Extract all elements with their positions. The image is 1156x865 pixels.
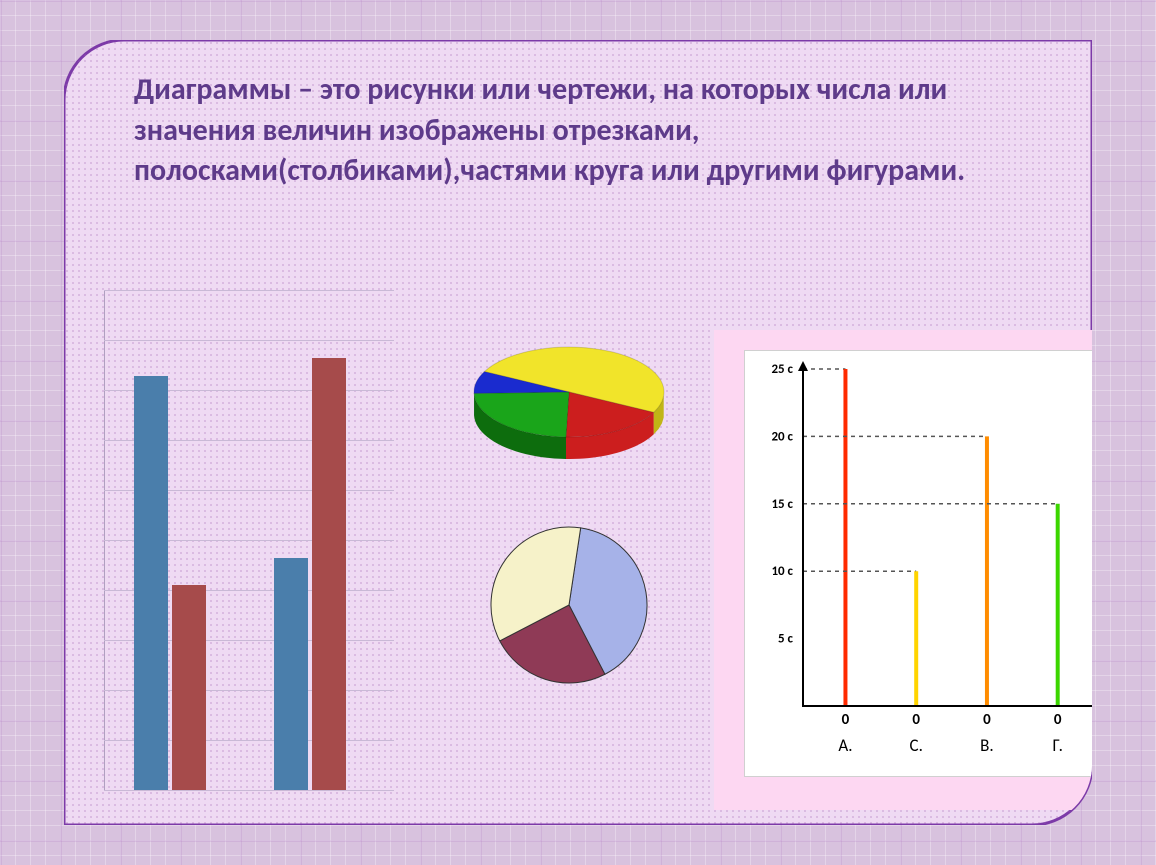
bar-chart-gridline (104, 290, 394, 291)
line-chart-ytick-label: 15 с (771, 497, 793, 512)
bar-chart-gridline (104, 790, 394, 791)
line-chart-panel: 5 с 10 с 15 с 20 с 25 с 0 А. 0 С. 0 В. 0 Г. (714, 330, 1134, 810)
line-chart-x-label: Г. (1053, 735, 1063, 756)
line-chart-x-label: С. (910, 735, 923, 756)
bar (134, 376, 168, 790)
bar (274, 558, 308, 790)
line-chart-axes (803, 365, 1100, 706)
pie-3d-chart (464, 340, 674, 470)
line-chart-zero-marker: 0 (983, 711, 991, 729)
bar-chart (104, 290, 434, 810)
pie-flat-chart (484, 520, 654, 690)
line-chart-x-label: А. (838, 735, 852, 756)
line-chart-svg: 5 с 10 с 15 с 20 с 25 с 0 А. 0 С. 0 В. 0 Г. (745, 351, 1110, 776)
line-chart-ytick-label: 25 с (771, 362, 793, 377)
line-chart-inner: 5 с 10 с 15 с 20 с 25 с 0 А. 0 С. 0 В. 0 Г. (744, 350, 1111, 777)
line-chart-arrow-y (798, 361, 808, 371)
bar-chart-gridline (104, 340, 394, 341)
pie-flat-svg (484, 520, 654, 690)
line-chart-zero-marker: 0 (1054, 711, 1062, 729)
content-panel: Диаграммы – это рисунки или чертежи, на … (64, 40, 1092, 825)
line-chart-ytick-label: 20 с (771, 429, 793, 444)
line-chart-zero-marker: 0 (912, 711, 920, 729)
panel-inner: Диаграммы – это рисунки или чертежи, на … (64, 40, 1092, 825)
line-chart-zero-marker: 0 (842, 711, 850, 729)
slide-page: Диаграммы – это рисунки или чертежи, на … (0, 0, 1156, 865)
pie-3d-svg (464, 340, 674, 470)
slide-title: Диаграммы – это рисунки или чертежи, на … (134, 70, 1024, 192)
bar (172, 585, 206, 790)
line-chart-ytick-label: 5 с (778, 632, 794, 647)
bar (312, 358, 346, 790)
line-chart-ytick-label: 10 с (771, 564, 793, 579)
line-chart-x-label: В. (980, 735, 994, 756)
